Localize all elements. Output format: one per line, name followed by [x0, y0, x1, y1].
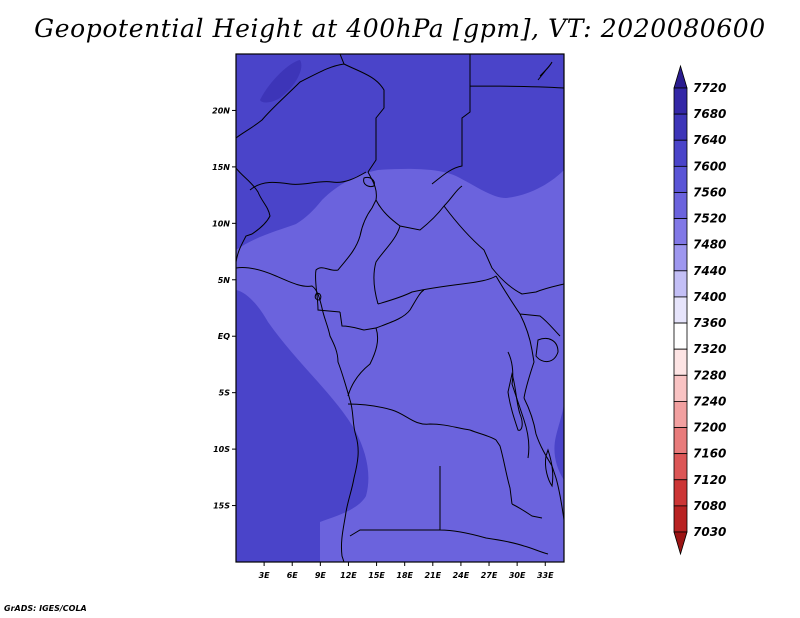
- lat-tick-label: 15N: [212, 163, 230, 172]
- lat-tick-label: EQ: [218, 332, 230, 341]
- colorbar-label: 7520: [693, 212, 726, 226]
- colorbar-label: 7640: [693, 133, 726, 147]
- lon-tick-label: 30E: [509, 571, 526, 580]
- border-sahara: [236, 54, 564, 185]
- colorbar-label: 7320: [693, 342, 726, 356]
- colorbar-segment: [673, 139, 688, 167]
- colorbar-segment: [673, 87, 688, 115]
- colorbar-segment: [673, 505, 688, 533]
- lake-victoria: [535, 338, 559, 362]
- lon-tick-label: 18E: [396, 571, 413, 580]
- lon-tick-label: 3E: [259, 571, 271, 580]
- chart-title: Geopotential Height at 400hPa [gpm], VT:…: [34, 14, 766, 43]
- latitude-axis: 20N 15N 10N 5N EQ 5S 10S 15S: [212, 106, 236, 511]
- colorbar-label: 7480: [693, 238, 726, 252]
- colorbar-label: 7240: [693, 394, 726, 408]
- lat-tick-label: 5S: [219, 389, 231, 398]
- colorbar-label: 7120: [693, 473, 726, 487]
- colorbar-segment: [673, 374, 688, 402]
- colorbar-label: 7400: [693, 290, 726, 304]
- lat-tick-label: 15S: [213, 502, 230, 511]
- colorbar-label: 7200: [693, 421, 726, 435]
- longitude-axis: 3E 6E 9E 12E 15E 18E 21E 24E 27E 30E 33E: [259, 562, 554, 580]
- colorbar-label: 7360: [693, 316, 726, 330]
- lake-tanganyika: [507, 372, 523, 431]
- coastline-red-sea: [537, 61, 553, 81]
- border-central-africa: [249, 171, 564, 313]
- colorbar-segment: [673, 244, 688, 272]
- lat-tick-label: 10N: [212, 219, 230, 228]
- colorbar-label: 7560: [693, 185, 726, 199]
- lat-tick-label: 5N: [218, 276, 231, 285]
- colorbar-segment: [673, 427, 688, 455]
- lon-tick-label: 15E: [368, 571, 385, 580]
- field-band-7640-north: [260, 60, 302, 103]
- colorbar-segment: [673, 165, 688, 193]
- field-band-7560: [236, 168, 564, 562]
- lon-tick-label: 27E: [481, 571, 498, 580]
- colorbar: 7720 7680 7640 7600 7560 7520 7480 7440 7400 7360…: [673, 64, 726, 556]
- colorbar-segment: [673, 192, 688, 219]
- map-panel: [236, 54, 564, 562]
- colorbar-label: 7030: [693, 525, 726, 539]
- colorbar-segment: [673, 270, 688, 298]
- border-congo-basin: [339, 289, 549, 555]
- country-boundaries: [236, 54, 564, 562]
- colorbar-label: 7280: [693, 368, 726, 382]
- colorbar-segment: [673, 348, 688, 376]
- colorbar-label: 7680: [693, 107, 726, 121]
- colorbar-label: 7080: [693, 499, 726, 513]
- lake-chad: [363, 177, 375, 187]
- colorbar-label: 7160: [693, 447, 726, 461]
- colorbar-segment: [673, 453, 688, 481]
- colorbar-label: 7720: [693, 81, 726, 95]
- colorbar-segment: [673, 479, 688, 507]
- lon-tick-label: 21E: [424, 571, 441, 580]
- coastline-west-africa: [236, 167, 359, 562]
- lon-tick-label: 12E: [340, 571, 357, 580]
- colorbar-top-arrow: [673, 64, 688, 89]
- lon-tick-label: 24E: [453, 571, 470, 580]
- colorbar-segment: [673, 322, 688, 350]
- lake-malawi: [545, 448, 554, 488]
- colorbar-segment: [673, 296, 688, 324]
- border-east-africa: [495, 275, 564, 521]
- colorbar-label: 7600: [693, 159, 726, 173]
- lon-tick-label: 9E: [315, 571, 327, 580]
- colorbar-segment: [673, 401, 688, 428]
- colorbar-segment: [673, 113, 688, 141]
- lat-tick-label: 10S: [213, 445, 230, 454]
- colorbar-segment: [673, 218, 688, 246]
- lon-tick-label: 33E: [537, 571, 554, 580]
- lat-tick-label: 20N: [212, 106, 230, 115]
- map-frame: [235, 53, 565, 563]
- island-bioko: [314, 293, 322, 301]
- lon-tick-label: 6E: [287, 571, 299, 580]
- colorbar-bottom-arrow: [673, 531, 688, 556]
- colorbar-label: 7440: [693, 264, 726, 278]
- grads-credit: GrADS: IGES/COLA: [4, 604, 87, 613]
